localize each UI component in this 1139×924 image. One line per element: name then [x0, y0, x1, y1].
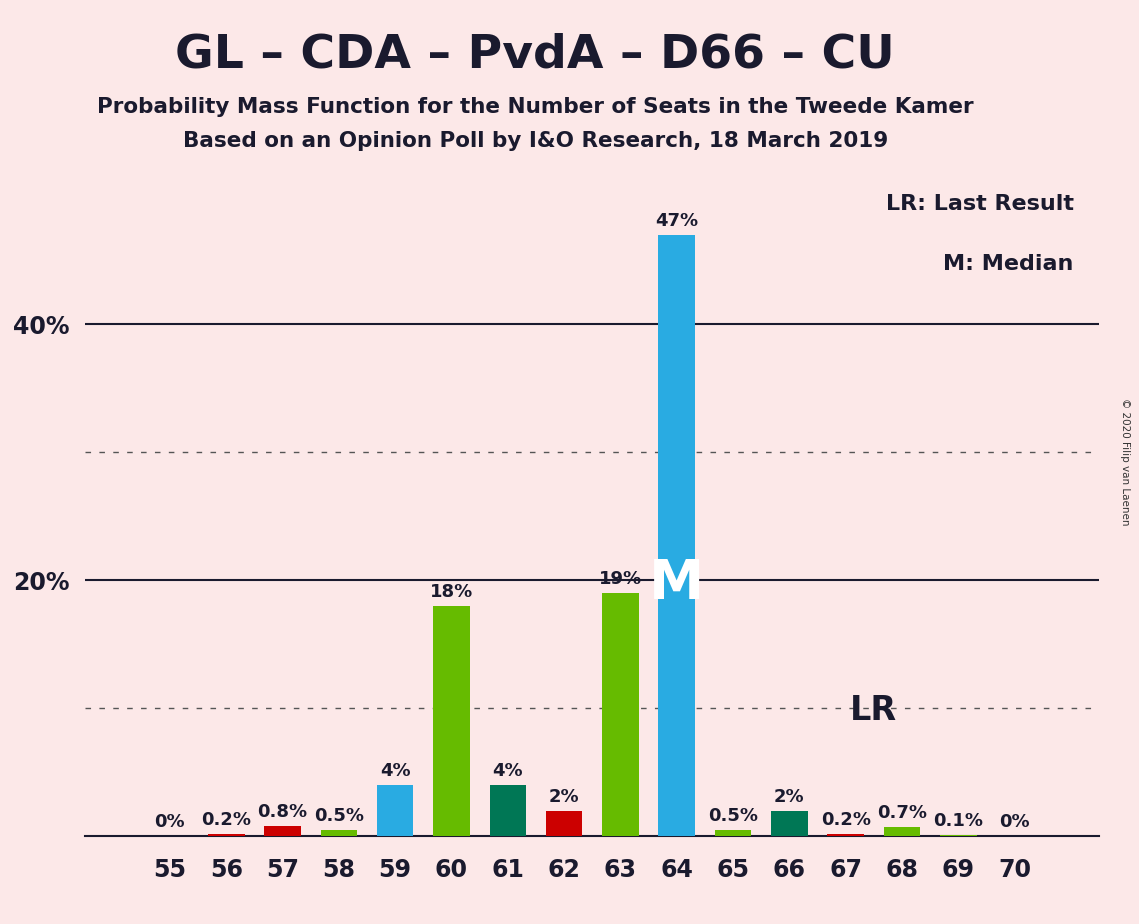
Text: 0.7%: 0.7% — [877, 804, 927, 822]
Bar — [658, 235, 695, 836]
Text: 0.5%: 0.5% — [314, 807, 363, 825]
Bar — [546, 810, 582, 836]
Text: 0.1%: 0.1% — [933, 812, 983, 830]
Text: 2%: 2% — [549, 787, 580, 806]
Text: M: M — [649, 556, 704, 611]
Text: 0%: 0% — [155, 813, 186, 831]
Text: Based on an Opinion Poll by I&O Research, 18 March 2019: Based on an Opinion Poll by I&O Research… — [182, 131, 888, 152]
Bar — [715, 830, 752, 836]
Bar — [320, 830, 358, 836]
Text: LR: Last Result: LR: Last Result — [886, 194, 1074, 214]
Bar — [940, 835, 976, 836]
Text: Probability Mass Function for the Number of Seats in the Tweede Kamer: Probability Mass Function for the Number… — [97, 97, 974, 117]
Bar — [377, 785, 413, 836]
Text: LR: LR — [851, 695, 898, 727]
Text: 18%: 18% — [429, 583, 473, 601]
Text: 4%: 4% — [492, 762, 523, 780]
Text: GL – CDA – PvdA – D66 – CU: GL – CDA – PvdA – D66 – CU — [175, 32, 895, 78]
Text: 0.2%: 0.2% — [202, 810, 252, 829]
Text: 47%: 47% — [655, 212, 698, 230]
Text: 0.5%: 0.5% — [708, 807, 759, 825]
Bar — [603, 593, 639, 836]
Bar — [827, 833, 865, 836]
Text: 19%: 19% — [599, 570, 642, 588]
Bar — [490, 785, 526, 836]
Text: 0%: 0% — [999, 813, 1030, 831]
Bar — [771, 810, 808, 836]
Bar — [264, 826, 301, 836]
Bar — [208, 833, 245, 836]
Text: 0.8%: 0.8% — [257, 803, 308, 821]
Text: 2%: 2% — [775, 787, 804, 806]
Text: 4%: 4% — [380, 762, 410, 780]
Text: 0.2%: 0.2% — [821, 810, 870, 829]
Text: M: Median: M: Median — [943, 254, 1074, 274]
Bar — [884, 827, 920, 836]
Text: © 2020 Filip van Laenen: © 2020 Filip van Laenen — [1121, 398, 1130, 526]
Bar — [433, 606, 469, 836]
